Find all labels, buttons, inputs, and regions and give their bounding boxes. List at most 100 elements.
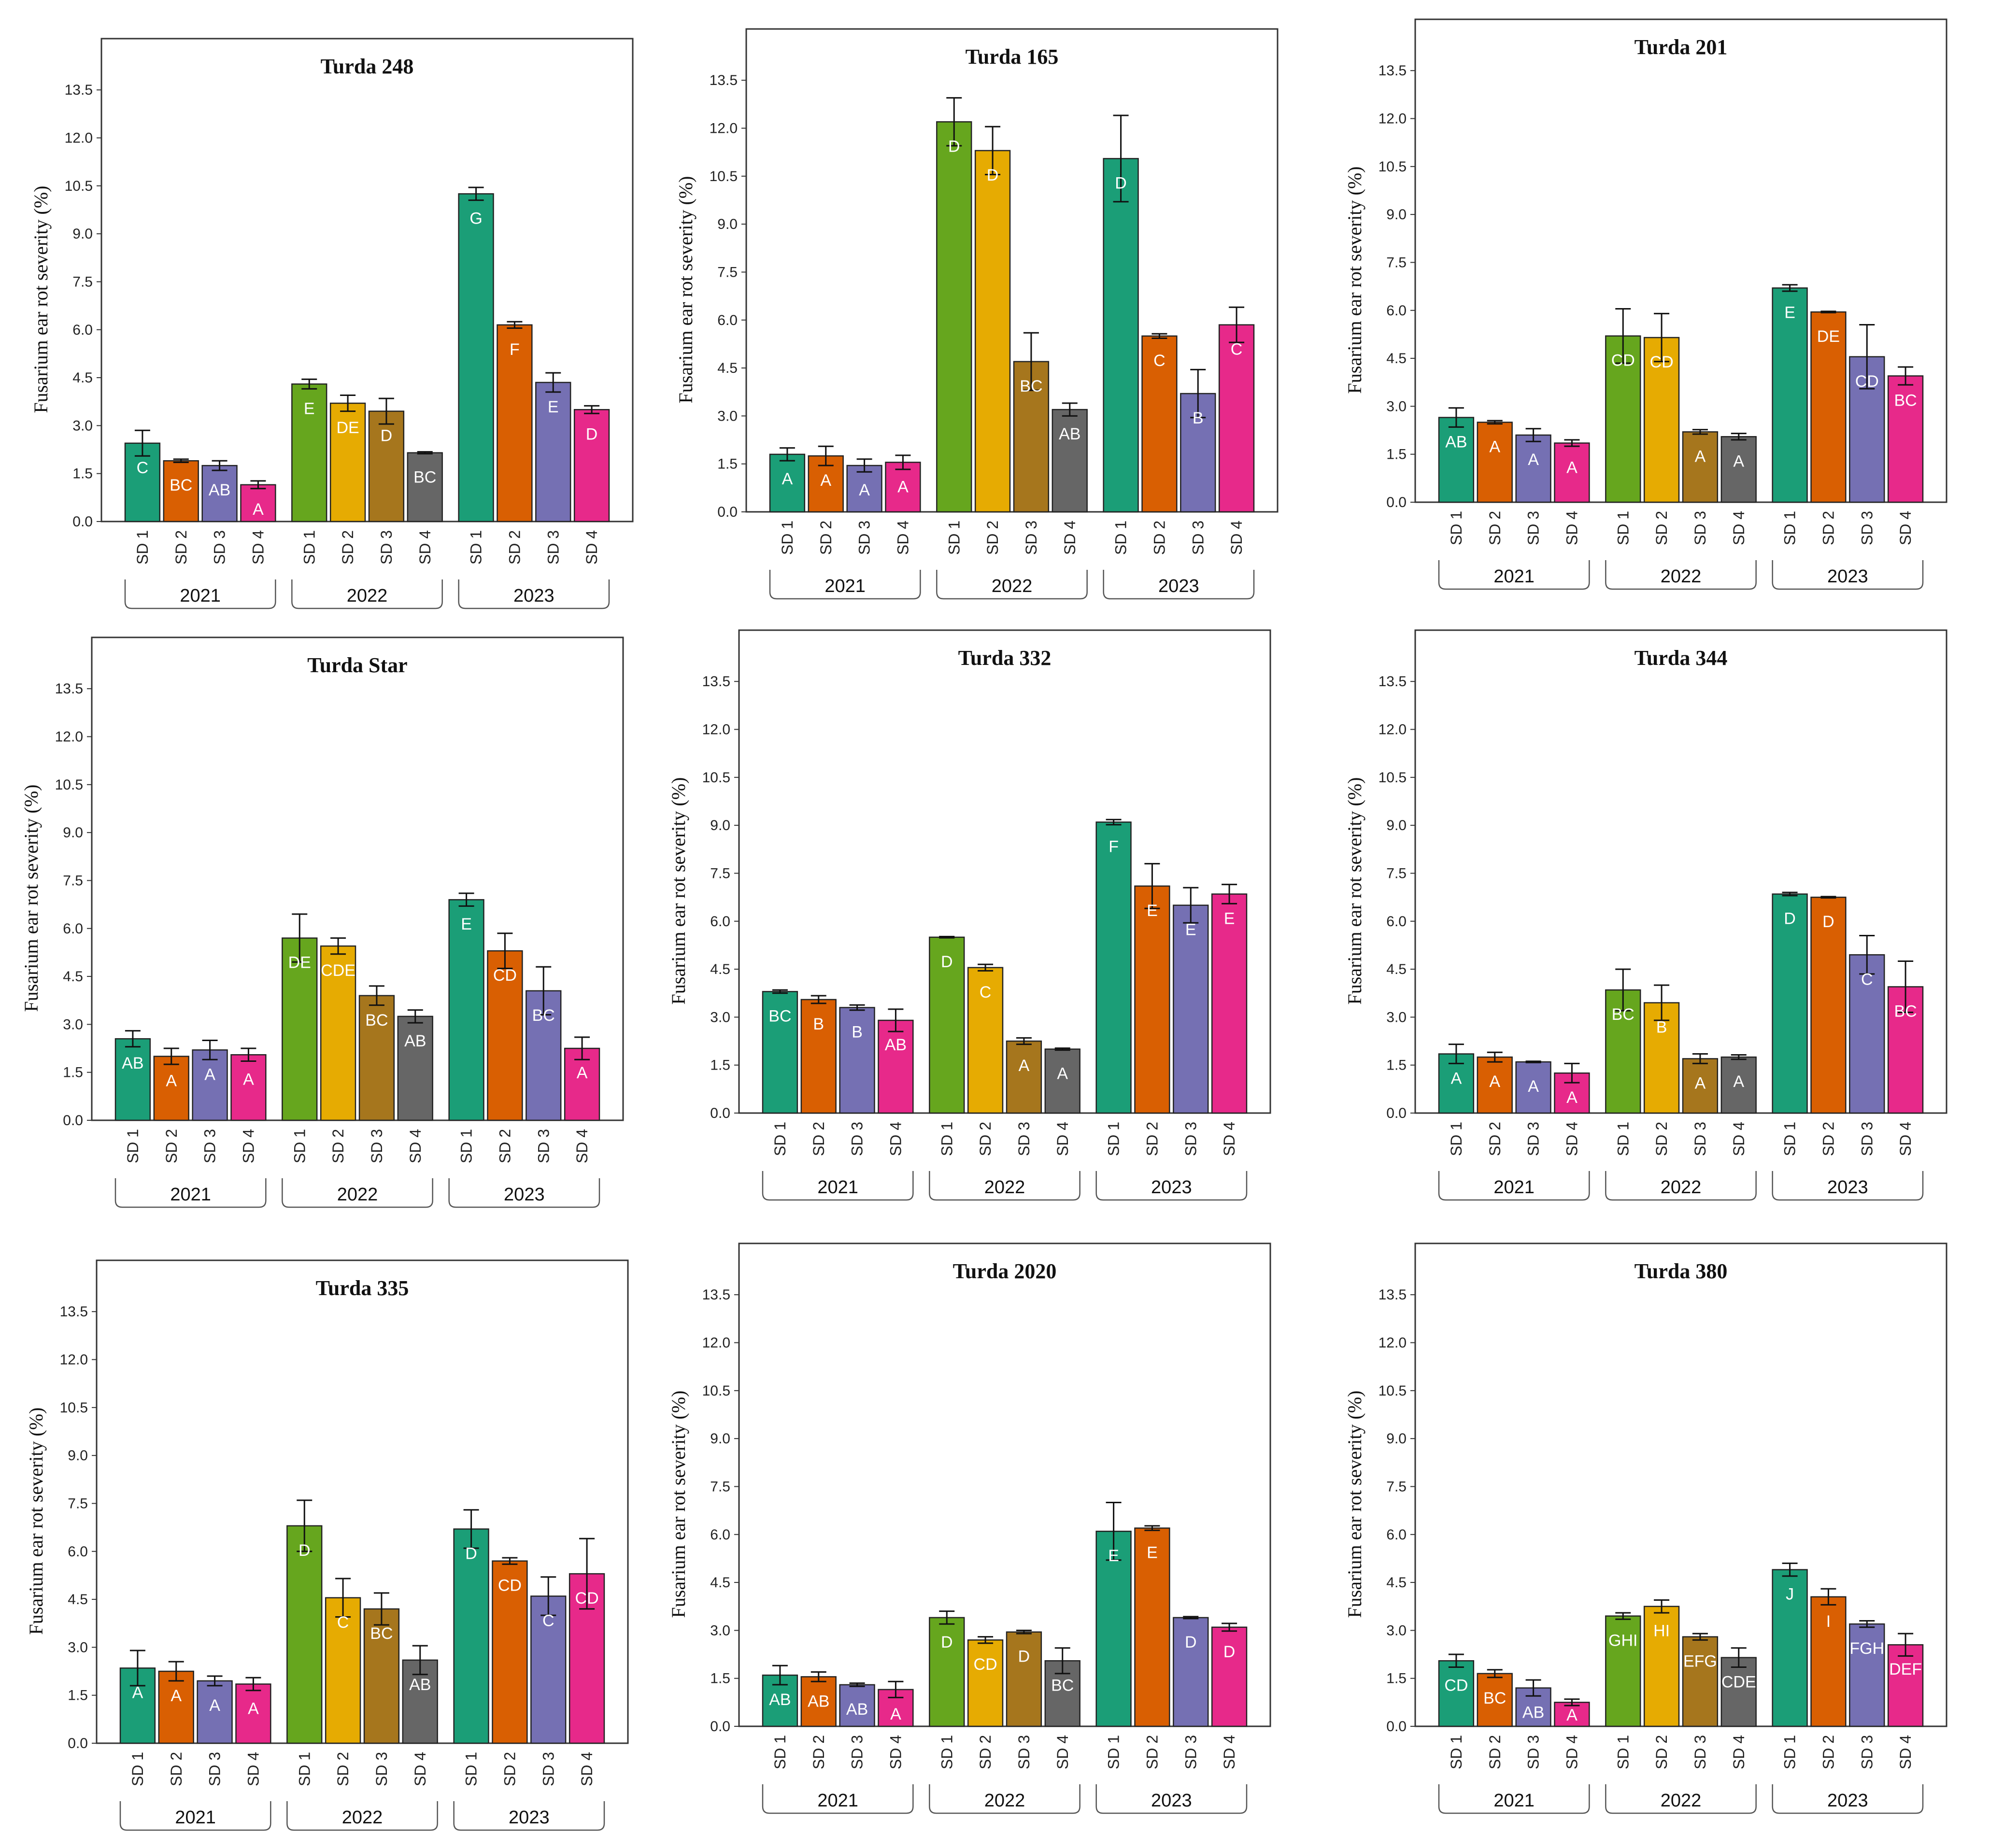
- significance-letter: DE: [288, 954, 311, 972]
- bar: [1810, 896, 1847, 1114]
- year-label: 2022: [1661, 1177, 1702, 1198]
- y-tick-label: 13.5: [55, 681, 83, 697]
- bar: [929, 1617, 965, 1727]
- significance-letter: BC: [370, 1624, 393, 1643]
- y-tick-label: 0.0: [1386, 1105, 1407, 1121]
- significance-letter: A: [1733, 452, 1744, 470]
- significance-letter: A: [1566, 459, 1578, 477]
- x-tick-label: SD 1: [771, 1735, 789, 1769]
- x-tick-label: SD 4: [416, 530, 434, 564]
- y-tick-label: 9.0: [717, 216, 738, 232]
- bar: [1554, 442, 1590, 503]
- year-label: 2021: [170, 1185, 211, 1205]
- year-bracket: [1438, 560, 1590, 590]
- y-tick-label: 13.5: [710, 72, 738, 88]
- significance-letter: AB: [846, 1700, 868, 1719]
- significance-letter: BC: [1612, 1005, 1635, 1024]
- x-tick-label: SD 4: [887, 1122, 904, 1156]
- y-tick-label: 4.5: [710, 961, 730, 977]
- bar: [1515, 434, 1551, 503]
- chart-svg: Turda 2020 0.0 1.5 3.0 4.5 6.0 7.5 9.0 10.5 12.0 1…: [668, 1242, 1271, 1814]
- year-bracket: [124, 579, 276, 609]
- x-tick-label: SD 1: [1781, 511, 1799, 545]
- year-bracket: [282, 1178, 433, 1208]
- x-tick-label: SD 4: [412, 1752, 429, 1786]
- x-tick-label: SD 2: [810, 1122, 827, 1156]
- bar: [363, 1608, 400, 1744]
- year-label: 2021: [817, 1177, 858, 1198]
- significance-letter: E: [1185, 921, 1196, 939]
- y-tick-label: 1.5: [68, 1688, 88, 1704]
- year-label: 2021: [1493, 1791, 1535, 1811]
- y-axis-label: Fusarium ear rot severity (%): [20, 785, 42, 1012]
- significance-letter: AB: [1445, 433, 1467, 451]
- significance-letter: A: [890, 1705, 901, 1723]
- y-tick-label: 3.0: [68, 1639, 88, 1655]
- y-tick-label: 3.0: [1386, 1622, 1407, 1638]
- significance-letter: CD: [575, 1589, 599, 1608]
- x-tick-label: SD 2: [1143, 1122, 1161, 1156]
- significance-letter: CD: [1855, 372, 1879, 391]
- bar: [1772, 1569, 1808, 1727]
- year-label: 2023: [1151, 1791, 1192, 1811]
- x-tick-label: SD 4: [583, 530, 600, 564]
- significance-letter: CD: [498, 1577, 522, 1595]
- significance-letter: D: [465, 1544, 477, 1563]
- chart-panel: Turda 335 0.0 1.5 3.0 4.5 6.0 7.5 9.0 10.5 12.0 13…: [24, 1259, 633, 1831]
- x-tick-label: SD 4: [1221, 1735, 1238, 1769]
- bar: [1173, 904, 1209, 1114]
- plot-frame: [738, 629, 1271, 1114]
- y-tick-label: 0.0: [1386, 494, 1407, 510]
- y-tick-label: 12.0: [1379, 722, 1407, 738]
- x-tick-label: SD 1: [1112, 521, 1130, 555]
- significance-letter: FGH: [1849, 1639, 1884, 1658]
- significance-letter: AB: [209, 481, 230, 499]
- chart-panel: Turda 344 0.0 1.5 3.0 4.5 6.0 7.5 9.0 10.5 12.0 13…: [1343, 629, 1951, 1201]
- significance-letter: D: [586, 425, 598, 443]
- y-tick-label: 4.5: [710, 1575, 730, 1591]
- x-tick-label: SD 1: [779, 521, 796, 555]
- x-tick-label: SD 3: [1692, 1122, 1709, 1156]
- year-bracket: [1095, 1171, 1248, 1201]
- bar: [1720, 1056, 1757, 1114]
- x-tick-label: SD 4: [1897, 1122, 1914, 1156]
- significance-letter: AB: [1059, 425, 1080, 443]
- x-tick-label: SD 2: [817, 521, 835, 555]
- significance-letter: E: [1147, 902, 1158, 920]
- x-tick-label: SD 3: [378, 530, 395, 564]
- significance-letter: D: [1115, 174, 1127, 192]
- y-tick-label: 1.5: [710, 1671, 730, 1687]
- x-tick-label: SD 4: [249, 530, 267, 564]
- significance-letter: A: [897, 478, 909, 496]
- y-tick-label: 9.0: [68, 1448, 88, 1464]
- significance-letter: C: [1231, 340, 1243, 359]
- year-label: 2022: [1661, 566, 1702, 587]
- year-bracket: [762, 1784, 914, 1814]
- x-tick-label: SD 3: [1525, 511, 1542, 545]
- x-tick-label: SD 3: [1525, 1122, 1542, 1156]
- significance-letter: D: [1784, 909, 1796, 928]
- y-tick-label: 10.5: [55, 777, 83, 793]
- significance-letter: B: [813, 1015, 824, 1033]
- x-tick-label: SD 4: [1897, 511, 1914, 545]
- x-tick-label: SD 1: [134, 530, 151, 564]
- bar: [530, 1595, 567, 1744]
- x-tick-label: SD 3: [206, 1752, 224, 1786]
- x-tick-label: SD 2: [172, 530, 190, 564]
- significance-letter: CDE: [1721, 1673, 1756, 1692]
- y-tick-label: 7.5: [72, 274, 93, 290]
- x-tick-label: SD 2: [334, 1752, 352, 1786]
- bar: [1720, 1657, 1757, 1727]
- x-tick-label: SD 3: [211, 530, 228, 564]
- chart-title: Turda 380: [1635, 1259, 1728, 1283]
- chart-title: Turda Star: [307, 653, 407, 677]
- plot-frame: [1414, 1242, 1947, 1727]
- significance-letter: I: [1826, 1612, 1831, 1631]
- bar: [1605, 1615, 1641, 1727]
- bar: [197, 1680, 233, 1744]
- year-label: 2022: [984, 1177, 1025, 1198]
- bar: [1134, 885, 1170, 1114]
- significance-letter: BC: [1894, 391, 1917, 409]
- x-tick-label: SD 3: [1015, 1735, 1033, 1769]
- significance-letter: AB: [808, 1692, 829, 1710]
